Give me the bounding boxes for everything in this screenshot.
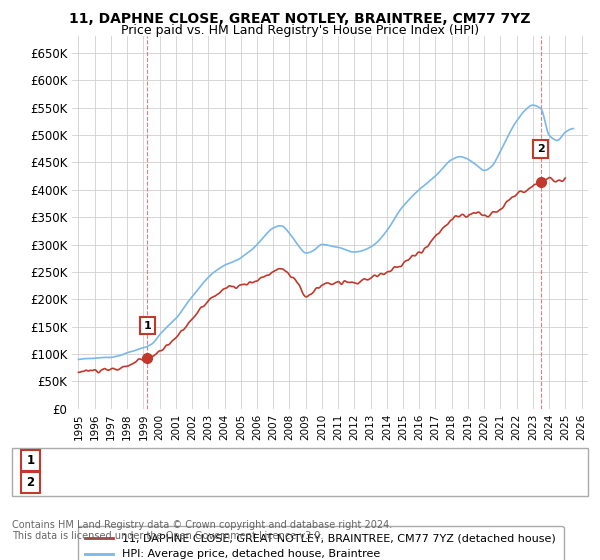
Text: 30-MAR-1999: 30-MAR-1999	[63, 454, 142, 467]
Text: 1: 1	[143, 320, 151, 330]
Text: 2: 2	[26, 476, 35, 489]
Text: 11, DAPHNE CLOSE, GREAT NOTLEY, BRAINTREE, CM77 7YZ: 11, DAPHNE CLOSE, GREAT NOTLEY, BRAINTRE…	[69, 12, 531, 26]
Legend: 11, DAPHNE CLOSE, GREAT NOTLEY, BRAINTREE, CM77 7YZ (detached house), HPI: Avera: 11, DAPHNE CLOSE, GREAT NOTLEY, BRAINTRE…	[77, 526, 563, 560]
Text: 23-JUN-2023: 23-JUN-2023	[63, 476, 137, 489]
Text: 1: 1	[26, 454, 35, 467]
Text: Contains HM Land Registry data © Crown copyright and database right 2024.
This d: Contains HM Land Registry data © Crown c…	[12, 520, 392, 542]
Text: Price paid vs. HM Land Registry's House Price Index (HPI): Price paid vs. HM Land Registry's House …	[121, 24, 479, 37]
Text: 2: 2	[537, 144, 544, 153]
Text: 24% ↓ HPI: 24% ↓ HPI	[360, 476, 422, 489]
Text: £415,000: £415,000	[252, 476, 308, 489]
Text: £91,995: £91,995	[252, 454, 301, 467]
Text: 21% ↓ HPI: 21% ↓ HPI	[360, 454, 422, 467]
